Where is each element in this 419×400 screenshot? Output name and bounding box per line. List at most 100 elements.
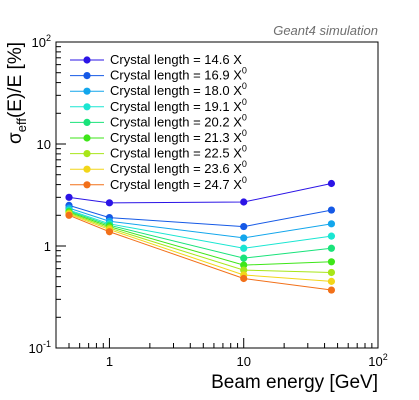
legend-label-text: Crystal length = 19.1 X xyxy=(110,99,242,114)
x-tick-label-base: 10 xyxy=(368,354,382,369)
data-point xyxy=(240,198,248,206)
legend-label-text: Crystal length = 14.6 X xyxy=(110,52,242,67)
data-point xyxy=(327,206,336,214)
legend-label-subscript: 0 xyxy=(242,128,247,138)
series-line xyxy=(68,211,332,266)
legend-entry-5: Crystal length = 20.2 X0 xyxy=(70,112,247,129)
series-layer xyxy=(65,179,336,294)
y-tick-label-exponent: 2 xyxy=(46,33,51,43)
x-tick-label: 10 xyxy=(236,354,250,369)
y-tick-label-base: 10 xyxy=(32,35,46,50)
series-line xyxy=(68,214,332,291)
x-axis-title: Beam energy [GeV] xyxy=(211,372,378,393)
series-line xyxy=(68,183,332,204)
y-tick-label-base: 10 xyxy=(29,341,43,356)
y-tick-label-exponent: -1 xyxy=(43,339,51,349)
legend-marker xyxy=(83,72,91,80)
legend-label-subscript: 0 xyxy=(242,66,247,76)
data-point xyxy=(240,274,248,283)
legend-label-text: Crystal length = 18.0 X xyxy=(110,83,242,98)
data-point xyxy=(327,286,336,294)
legend-label: Crystal length = 22.5 X0 xyxy=(110,144,247,161)
plot-frame xyxy=(55,41,379,349)
y-axis-title: σeff(E)/E [%] xyxy=(5,42,29,144)
legend-label-subscript: 0 xyxy=(242,175,247,185)
legend-entry-8: Crystal length = 23.6 X0 xyxy=(70,159,247,176)
legend-entry-3: Crystal length = 18.0 X0 xyxy=(70,81,247,98)
legend-label-subscript: 0 xyxy=(242,112,247,122)
y-axis-title-subscript: eff xyxy=(14,118,29,133)
data-point xyxy=(240,234,248,242)
legend-label: Crystal length = 20.2 X0 xyxy=(110,112,247,129)
legend-label-text: Crystal length = 16.9 X xyxy=(110,68,242,83)
legend-entry-2: Crystal length = 16.9 X0 xyxy=(70,66,247,83)
legend-label: Crystal length = 19.1 X0 xyxy=(110,97,247,114)
data-point xyxy=(240,244,248,252)
series-9 xyxy=(65,211,336,294)
legend-label: Crystal length = 24.7 X0 xyxy=(110,175,247,192)
legend-label-text: Crystal length = 20.2 X xyxy=(110,114,242,129)
series-line xyxy=(68,207,332,239)
legend-marker xyxy=(83,87,91,95)
legend-label-text: Crystal length = 22.5 X xyxy=(110,146,242,161)
y-axis-title-rest: (E)/E [%] xyxy=(5,42,26,118)
data-point xyxy=(327,179,336,188)
x-tick-label: 1 xyxy=(106,354,113,369)
y-tick-label: 1 xyxy=(44,239,51,254)
legend-entry-6: Crystal length = 21.3 X0 xyxy=(70,128,247,145)
legend-entry-4: Crystal length = 19.1 X0 xyxy=(70,97,247,114)
y-tick-label-base: 1 xyxy=(44,239,51,254)
data-point xyxy=(105,228,114,236)
legend-marker xyxy=(83,165,91,173)
legend-marker xyxy=(83,150,91,158)
data-point xyxy=(327,232,336,240)
legend-marker xyxy=(83,118,91,126)
legend-label-text: Crystal length = 21.3 X xyxy=(110,130,242,145)
data-point xyxy=(327,244,336,252)
y-tick-label: 10-1 xyxy=(29,339,51,356)
data-point xyxy=(327,220,336,228)
data-point xyxy=(240,254,248,262)
series-line xyxy=(68,210,332,259)
legend-marker xyxy=(83,56,91,64)
data-point xyxy=(327,258,336,266)
y-axis-title-symbol: σ xyxy=(5,132,26,144)
legend-label-subscript: 0 xyxy=(242,97,247,107)
series-line xyxy=(68,213,332,282)
legend-label: Crystal length = 14.6 X xyxy=(110,52,242,67)
simulation-annotation: Geant4 simulation xyxy=(273,23,378,38)
x-tick-label-exponent: 2 xyxy=(383,352,388,362)
data-point xyxy=(240,222,248,231)
legend-entry-9: Crystal length = 24.7 X0 xyxy=(70,175,247,192)
series-line xyxy=(68,204,332,228)
data-point xyxy=(327,268,336,277)
legend-label-subscript: 0 xyxy=(242,159,247,169)
legend-label-subscript: 0 xyxy=(242,144,247,154)
y-tick-label: 10 xyxy=(37,137,51,152)
series-line xyxy=(68,212,332,273)
legend-marker xyxy=(83,103,91,111)
series-1 xyxy=(65,179,336,207)
data-point xyxy=(65,211,73,219)
data-point xyxy=(65,193,73,201)
y-tick-label-base: 10 xyxy=(37,137,51,152)
legend-label: Crystal length = 16.9 X0 xyxy=(110,66,247,83)
x-tick-label-base: 10 xyxy=(236,354,250,369)
legend-label: Crystal length = 21.3 X0 xyxy=(110,128,247,145)
legend-entry-7: Crystal length = 22.5 X0 xyxy=(70,144,247,161)
series-line xyxy=(68,209,332,249)
legend-label-text: Crystal length = 23.6 X xyxy=(110,161,242,176)
data-point xyxy=(327,277,336,285)
data-point xyxy=(105,199,114,207)
legend-label: Crystal length = 23.6 X0 xyxy=(110,159,247,176)
y-tick-label: 102 xyxy=(32,33,51,50)
legend-label-subscript: 0 xyxy=(242,81,247,91)
legend-entry-1: Crystal length = 14.6 X xyxy=(70,52,242,67)
legend-marker xyxy=(83,134,91,142)
x-tick-label: 102 xyxy=(368,352,387,369)
legend-label: Crystal length = 18.0 X0 xyxy=(110,81,247,98)
x-tick-label-base: 1 xyxy=(106,354,113,369)
